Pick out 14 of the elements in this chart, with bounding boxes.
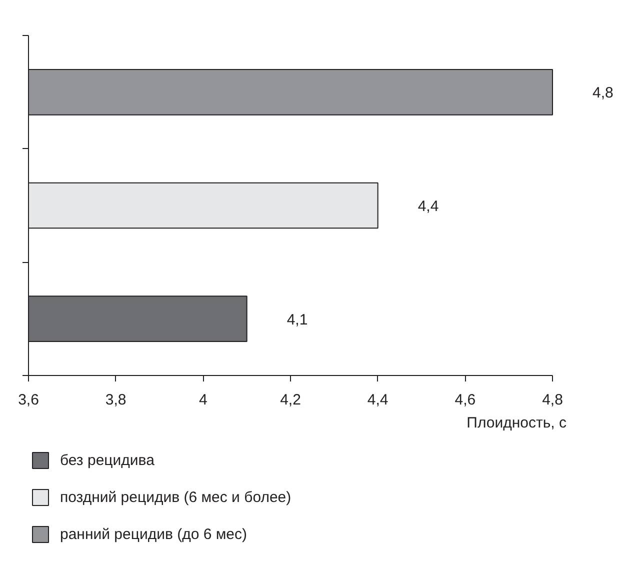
x-tick-label: 4 [198, 392, 208, 408]
data-label: 4,4 [418, 198, 439, 215]
legend-label: ранний рецидив (до 6 мес) [60, 524, 248, 544]
x-axis-title: Плоидность, с [466, 414, 567, 432]
legend-label: без рецидива [60, 450, 154, 470]
data-label: 4,1 [286, 311, 308, 328]
x-tick-label: 3,8 [105, 392, 126, 408]
x-tick-label: 4,6 [454, 392, 476, 408]
x-tick-label: 4,4 [367, 392, 388, 408]
data-label: 4,8 [592, 84, 614, 102]
x-tick-label: 4,8 [542, 392, 563, 408]
x-tick-label: 3,6 [18, 392, 39, 408]
x-tick-label: 4,2 [280, 392, 301, 408]
legend-label: поздний рецидив (6 мес и более) [60, 488, 292, 507]
